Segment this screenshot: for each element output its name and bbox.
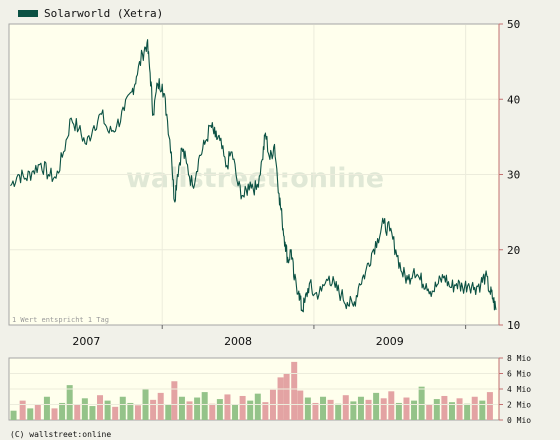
volume-bar	[247, 400, 254, 420]
sampling-note: 1 Wert entspricht 1 Tag	[12, 316, 109, 324]
volume-bar	[479, 400, 486, 420]
volume-bar	[380, 398, 387, 420]
volume-bar	[51, 408, 58, 420]
volume-bar	[357, 396, 364, 420]
volume-bar	[403, 397, 410, 420]
volume-bar	[456, 398, 463, 420]
volume-bar	[224, 394, 231, 420]
volume-bar	[297, 390, 304, 420]
volume-bar	[34, 404, 41, 420]
volume-bar	[418, 386, 425, 420]
volume-bar	[97, 395, 104, 420]
volume-bar	[178, 396, 185, 420]
volume-bar	[43, 396, 50, 420]
volume-bar	[89, 406, 96, 420]
volume-bar	[320, 396, 327, 420]
volume-bar	[312, 402, 319, 420]
volume-bar	[411, 400, 418, 420]
volume-bar	[194, 397, 201, 420]
volume-bar	[350, 401, 357, 420]
volume-bar	[426, 404, 433, 420]
volume-bar	[304, 397, 311, 420]
price-tick-label: 10	[507, 319, 520, 332]
volume-bar	[464, 403, 471, 420]
volume-bar	[471, 396, 478, 420]
volume-bar	[283, 373, 290, 420]
year-label: 2009	[376, 335, 404, 348]
volume-bar	[74, 404, 81, 420]
volume-bar	[171, 381, 178, 420]
volume-bar	[112, 406, 119, 420]
volume-bar	[186, 401, 193, 420]
volume-bar	[81, 398, 88, 420]
volume-bar	[216, 399, 223, 420]
volume-bar	[150, 399, 157, 420]
volume-bar	[157, 392, 164, 420]
price-tick-label: 20	[507, 244, 520, 257]
volume-bar	[388, 391, 395, 420]
volume-bar	[373, 392, 380, 420]
year-label: 2008	[224, 335, 252, 348]
volume-bar	[239, 395, 246, 420]
volume-bar	[104, 400, 111, 420]
volume-bar	[441, 395, 448, 420]
volume-bar	[19, 400, 26, 420]
volume-bar	[10, 410, 17, 420]
price-tick-label: 40	[507, 93, 520, 106]
volume-bar	[201, 392, 208, 420]
legend-swatch	[18, 10, 38, 17]
volume-tick-label: 2 Mio	[507, 401, 531, 410]
volume-tick-label: 8 Mio	[507, 354, 531, 363]
volume-bar	[486, 392, 493, 420]
volume-bar	[127, 402, 134, 420]
copyright: (C) wallstreet:online	[10, 430, 111, 439]
volume-tick-label: 6 Mio	[507, 370, 531, 379]
volume-bar	[59, 402, 66, 420]
volume-bar	[342, 395, 349, 420]
volume-tick-label: 0 Mio	[507, 416, 531, 425]
volume-bar	[165, 404, 172, 420]
volume-bar	[209, 403, 216, 420]
year-label: 2007	[72, 335, 100, 348]
volume-bar	[277, 377, 284, 420]
volume-bar	[433, 399, 440, 420]
volume-bar	[27, 408, 34, 420]
volume-bar	[134, 405, 141, 420]
volume-bar	[232, 404, 239, 420]
volume-bar	[335, 403, 342, 420]
volume-bar	[327, 399, 334, 420]
volume-tick-label: 4 Mio	[507, 385, 531, 394]
volume-bar	[262, 402, 269, 420]
volume-bar	[254, 393, 261, 420]
price-line	[10, 39, 497, 313]
legend-label: Solarworld (Xetra)	[44, 7, 163, 20]
volume-bar	[365, 399, 372, 420]
volume-bar	[448, 402, 455, 420]
price-tick-label: 30	[507, 169, 520, 182]
volume-bar	[119, 396, 126, 420]
volume-bar	[291, 361, 298, 420]
volume-bar	[66, 385, 73, 420]
volume-bar	[395, 402, 402, 420]
price-tick-label: 50	[507, 18, 520, 31]
